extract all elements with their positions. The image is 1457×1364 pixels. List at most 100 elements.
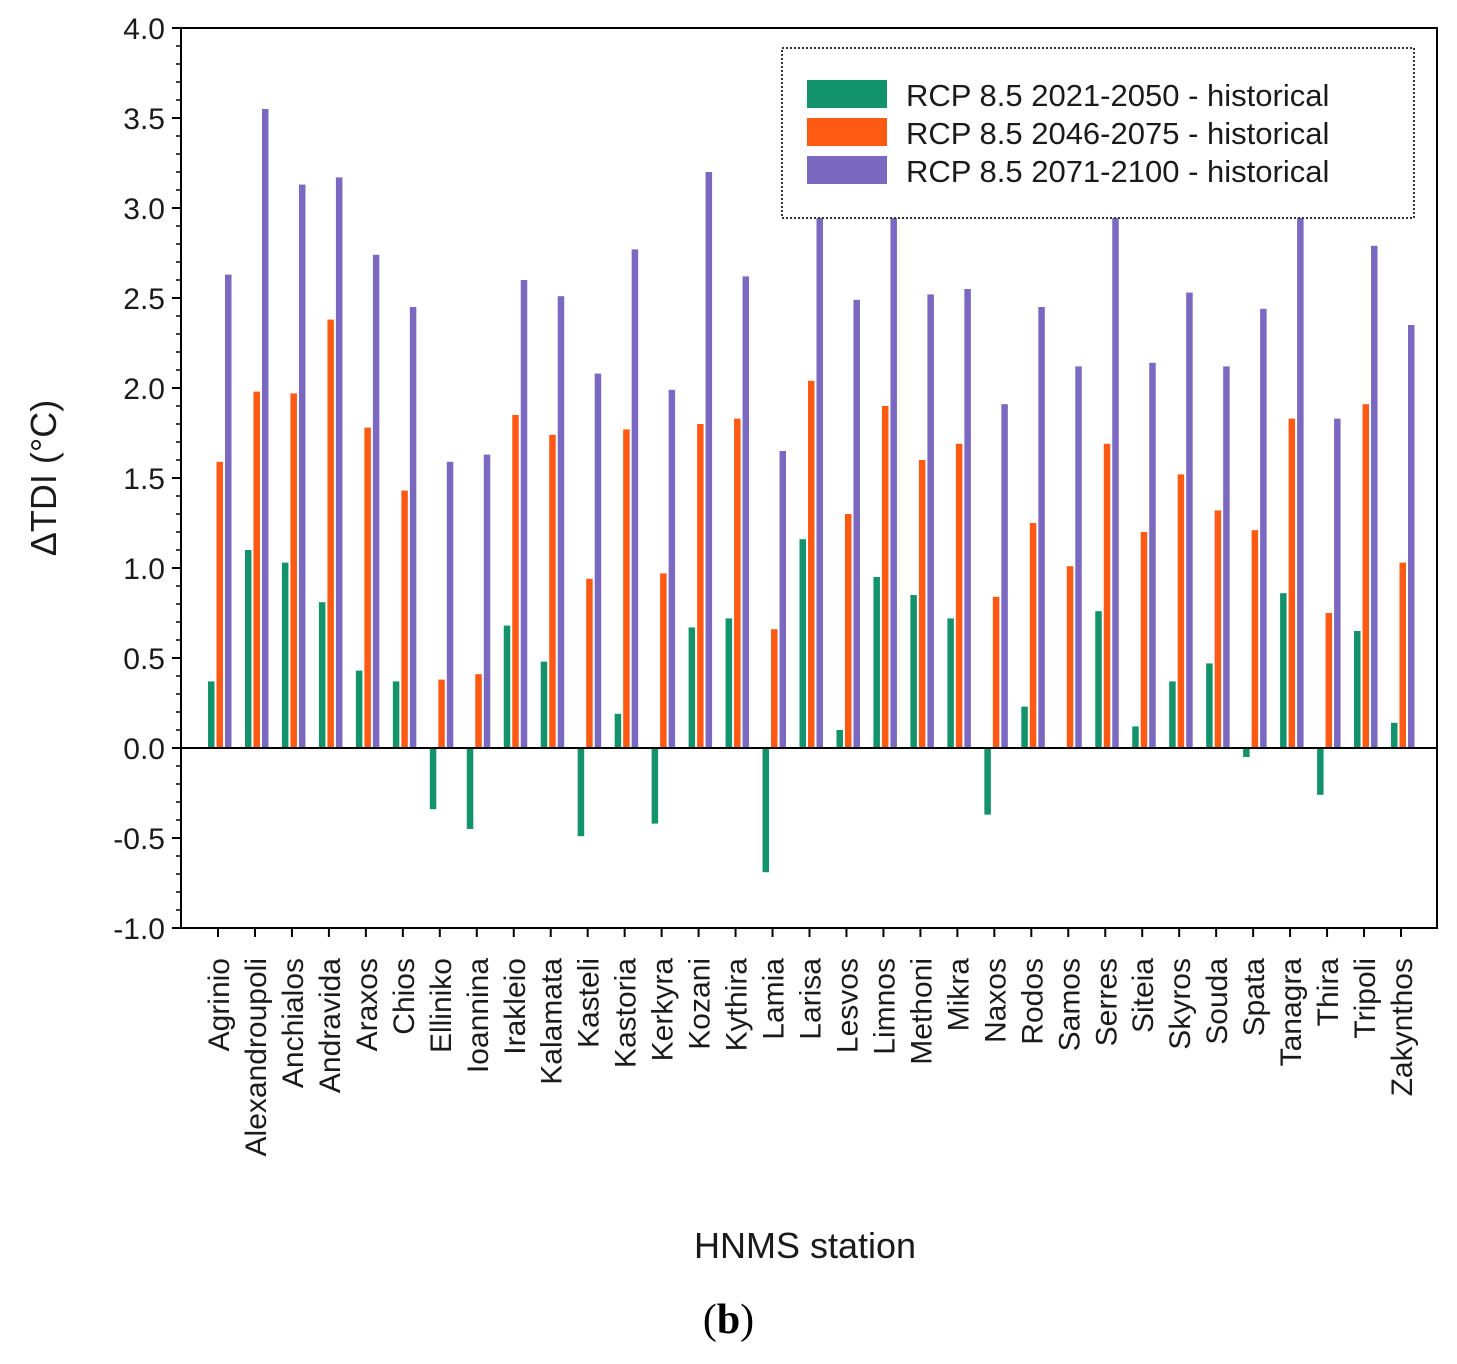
bar bbox=[355, 670, 363, 748]
bar bbox=[392, 681, 400, 748]
x-tick-label: Kythira bbox=[721, 958, 754, 1052]
bar bbox=[208, 681, 215, 748]
axes bbox=[172, 27, 1438, 937]
bar bbox=[844, 514, 852, 748]
bar bbox=[1391, 722, 1398, 748]
bar bbox=[1169, 681, 1176, 748]
bar bbox=[614, 713, 622, 748]
x-tick-label: Naxos bbox=[979, 958, 1012, 1043]
caption-open: ( bbox=[702, 1297, 717, 1343]
caption-letter: b bbox=[716, 1297, 741, 1343]
bar bbox=[1399, 562, 1406, 748]
bar bbox=[1317, 748, 1324, 795]
y-tick-label: 3.0 bbox=[123, 193, 165, 226]
x-tick-label: Lamia bbox=[758, 958, 791, 1040]
bar bbox=[853, 299, 860, 748]
legend-box bbox=[781, 47, 1415, 219]
bar bbox=[290, 393, 297, 748]
bar bbox=[947, 618, 954, 748]
bar bbox=[697, 424, 704, 748]
bar bbox=[1243, 748, 1250, 757]
bar bbox=[253, 391, 260, 748]
bar bbox=[705, 172, 713, 748]
bar bbox=[651, 748, 659, 824]
bar bbox=[298, 184, 306, 749]
bar bbox=[890, 204, 897, 748]
bar bbox=[1001, 404, 1008, 748]
bar bbox=[429, 748, 437, 810]
bar bbox=[668, 389, 676, 748]
bar bbox=[762, 748, 770, 873]
bar bbox=[335, 177, 343, 748]
x-tick-label: Skyros bbox=[1164, 958, 1197, 1050]
bar bbox=[1066, 566, 1074, 748]
bar bbox=[1177, 474, 1185, 748]
x-tick-label: Araxos bbox=[351, 958, 384, 1051]
bar bbox=[446, 461, 454, 748]
bar bbox=[1334, 418, 1341, 748]
x-tick-label: Kerkyra bbox=[647, 958, 680, 1062]
x-tick-label: Larisa bbox=[795, 958, 828, 1040]
bar bbox=[1297, 215, 1304, 748]
bar bbox=[725, 618, 733, 748]
x-tick-label: Methoni bbox=[905, 958, 938, 1065]
bar bbox=[799, 539, 806, 748]
bar bbox=[816, 145, 823, 748]
x-tick-label: Tanagra bbox=[1275, 958, 1308, 1067]
bar bbox=[549, 434, 556, 748]
bar bbox=[964, 289, 971, 748]
bar bbox=[955, 443, 963, 748]
y-tick-label: 0.0 bbox=[123, 733, 165, 766]
bar bbox=[992, 596, 1000, 748]
legend-label: RCP 8.5 2046-2075 - historical bbox=[906, 116, 1329, 151]
bar bbox=[520, 280, 528, 748]
x-tick-label: Zakynthos bbox=[1386, 958, 1419, 1096]
y-tick-label: 1.5 bbox=[123, 463, 165, 496]
bar bbox=[910, 595, 917, 748]
bar bbox=[409, 307, 417, 748]
bar bbox=[1214, 510, 1222, 748]
bar bbox=[594, 373, 602, 748]
x-tick-label: Spata bbox=[1238, 958, 1271, 1037]
x-tick-label: Ioannina bbox=[462, 958, 495, 1073]
caption-close: ) bbox=[740, 1297, 755, 1343]
bar bbox=[808, 380, 815, 748]
x-tick-label: Elliniko bbox=[425, 958, 458, 1053]
bar bbox=[327, 319, 334, 748]
bar bbox=[586, 578, 593, 748]
bar bbox=[438, 679, 445, 748]
x-tick-label: Souda bbox=[1201, 958, 1234, 1045]
bar bbox=[779, 451, 787, 748]
bar bbox=[261, 109, 269, 748]
x-tick-label: Tripoli bbox=[1349, 958, 1382, 1039]
y-tick-label: 4.0 bbox=[123, 13, 165, 46]
bar bbox=[1132, 726, 1139, 748]
bar bbox=[1103, 443, 1111, 748]
bar bbox=[1095, 611, 1102, 748]
x-tick-label: Thira bbox=[1312, 958, 1345, 1027]
bar bbox=[734, 418, 741, 748]
x-tick-label: Serres bbox=[1090, 958, 1123, 1046]
bars bbox=[208, 109, 1415, 873]
bar bbox=[1260, 308, 1267, 748]
y-tick-label: -1.0 bbox=[113, 913, 165, 946]
bar bbox=[927, 294, 934, 748]
y-tick-label: 2.0 bbox=[123, 373, 165, 406]
bar bbox=[1206, 663, 1213, 748]
legend-label: RCP 8.5 2021-2050 - historical bbox=[906, 78, 1329, 113]
bar bbox=[873, 577, 880, 748]
bar bbox=[577, 748, 585, 837]
bar bbox=[1149, 362, 1156, 748]
bar bbox=[401, 490, 408, 748]
bar-chart: -1.0 -0.5 0.0 0.5 1.0 1.5 2.0 2.5 3.0 3.5 4.0 Agrin… bbox=[23, 13, 1438, 1266]
x-tick-label: Kastoria bbox=[610, 958, 643, 1068]
bar bbox=[1288, 418, 1296, 748]
bar bbox=[503, 625, 511, 748]
x-tick-label: Anchialos bbox=[277, 958, 310, 1088]
bar bbox=[512, 415, 519, 748]
bar bbox=[1075, 366, 1082, 748]
bar bbox=[984, 748, 991, 815]
bar bbox=[1223, 366, 1230, 748]
legend-swatch bbox=[807, 156, 887, 184]
